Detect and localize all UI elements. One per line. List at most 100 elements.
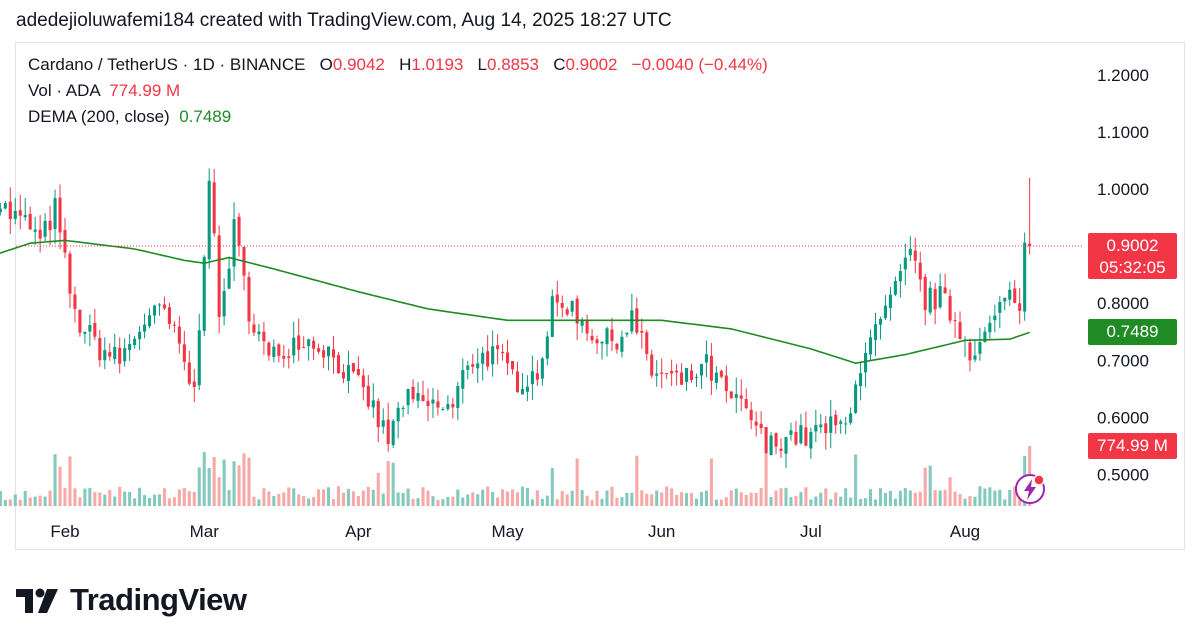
candle-body[interactable] [8, 201, 12, 220]
candle-body[interactable] [396, 407, 400, 422]
candle-body[interactable] [749, 409, 753, 421]
candle-body[interactable] [719, 370, 723, 377]
candle-body[interactable] [1028, 243, 1032, 246]
candle-body[interactable] [207, 180, 211, 260]
candle-body[interactable] [540, 358, 544, 379]
candle-body[interactable] [471, 364, 475, 367]
candle-body[interactable] [297, 335, 301, 350]
candle-body[interactable] [506, 352, 510, 364]
candle-body[interactable] [446, 404, 450, 409]
candle-body[interactable] [729, 391, 733, 399]
candle-body[interactable] [610, 329, 614, 342]
candle-body[interactable] [391, 420, 395, 445]
candle-body[interactable] [88, 325, 92, 332]
candle-body[interactable] [376, 400, 380, 428]
candle-body[interactable] [282, 355, 286, 359]
candle-body[interactable] [714, 372, 718, 383]
candle-body[interactable] [809, 431, 813, 449]
candle-body[interactable] [973, 355, 977, 360]
candle-body[interactable] [1023, 242, 1027, 312]
candle-body[interactable] [103, 350, 107, 361]
candle-body[interactable] [704, 354, 708, 363]
candle-body[interactable] [525, 386, 529, 392]
candle-body[interactable] [93, 322, 97, 337]
candle-body[interactable] [252, 324, 256, 333]
candle-body[interactable] [605, 328, 609, 345]
candle-body[interactable] [1008, 289, 1012, 300]
candle-body[interactable] [53, 198, 57, 230]
candle-body[interactable] [620, 336, 624, 352]
candle-body[interactable] [883, 305, 887, 319]
candle-body[interactable] [1018, 303, 1022, 311]
candle-body[interactable] [685, 367, 689, 383]
candle-body[interactable] [43, 220, 47, 237]
candle-body[interactable] [819, 424, 823, 428]
candle-body[interactable] [600, 341, 604, 344]
candle-body[interactable] [172, 324, 176, 326]
candle-body[interactable] [232, 219, 236, 267]
candle-body[interactable] [277, 344, 281, 356]
candle-body[interactable] [670, 370, 674, 374]
candle-body[interactable] [709, 355, 713, 381]
candle-body[interactable] [645, 332, 649, 355]
candle-body[interactable] [794, 431, 798, 445]
candle-body[interactable] [83, 331, 87, 334]
candle-body[interactable] [157, 304, 162, 306]
candle-body[interactable] [351, 362, 355, 372]
candle-body[interactable] [908, 248, 912, 256]
candle-body[interactable] [326, 346, 331, 357]
chart-frame[interactable] [15, 42, 1185, 550]
candle-body[interactable] [824, 423, 828, 434]
candle-body[interactable] [948, 296, 952, 321]
candle-body[interactable] [63, 230, 67, 253]
candle-body[interactable] [640, 330, 644, 333]
candle-body[interactable] [769, 435, 773, 456]
candle-body[interactable] [983, 331, 987, 343]
candle-body[interactable] [993, 315, 997, 321]
candle-body[interactable] [888, 294, 892, 308]
candle-body[interactable] [426, 400, 430, 407]
dema-label[interactable]: DEMA (200, close) [28, 107, 170, 126]
candle-body[interactable] [48, 220, 52, 231]
candle-body[interactable] [361, 375, 365, 388]
candle-body[interactable] [834, 414, 838, 426]
candle-body[interactable] [247, 276, 251, 322]
candle-body[interactable] [968, 342, 972, 361]
candle-body[interactable] [510, 361, 515, 370]
candle-body[interactable] [501, 351, 505, 354]
candle-body[interactable] [625, 332, 629, 335]
candle-body[interactable] [998, 301, 1002, 313]
candle-body[interactable] [118, 347, 122, 364]
candle-body[interactable] [461, 370, 465, 389]
candle-body[interactable] [903, 257, 907, 270]
candle-body[interactable] [789, 430, 793, 435]
candle-body[interactable] [575, 298, 579, 324]
candle-body[interactable] [694, 376, 699, 378]
candle-body[interactable] [565, 309, 569, 315]
candle-body[interactable] [292, 337, 296, 356]
candle-body[interactable] [878, 318, 883, 325]
candle-body[interactable] [346, 365, 350, 381]
candle-body[interactable] [162, 304, 166, 309]
candle-body[interactable] [13, 210, 17, 219]
candle-body[interactable] [784, 437, 788, 454]
candle-body[interactable] [222, 290, 226, 317]
candle-body[interactable] [724, 375, 728, 392]
candle-body[interactable] [287, 356, 291, 358]
candle-body[interactable] [227, 268, 231, 289]
candle-body[interactable] [28, 213, 32, 230]
candle-body[interactable] [893, 281, 897, 295]
candle-body[interactable] [267, 342, 271, 356]
candle-body[interactable] [23, 215, 27, 218]
candle-body[interactable] [496, 345, 500, 350]
symbol-title[interactable]: Cardano / TetherUS · 1D · BINANCE [28, 55, 306, 74]
candle-body[interactable] [386, 419, 390, 445]
candle-body[interactable] [138, 331, 142, 340]
candle-body[interactable] [322, 350, 326, 358]
candle-body[interactable] [873, 324, 878, 340]
flash-button[interactable] [1014, 473, 1046, 505]
candle-body[interactable] [143, 324, 147, 332]
candle-body[interactable] [953, 320, 957, 322]
candle-body[interactable] [421, 395, 425, 402]
candle-body[interactable] [436, 401, 440, 408]
